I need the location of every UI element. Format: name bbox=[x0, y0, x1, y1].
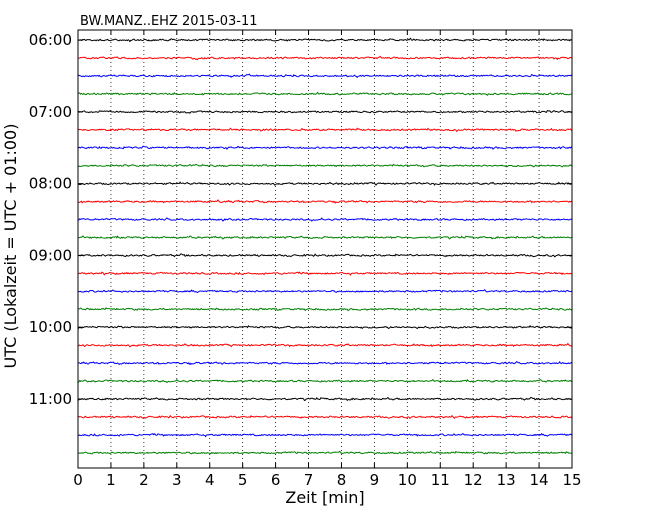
trace-0745 bbox=[77, 163, 573, 168]
trace-0615 bbox=[77, 55, 573, 61]
trace-0730 bbox=[77, 145, 573, 151]
trace-0945 bbox=[77, 307, 573, 312]
x-tick-label: 2 bbox=[139, 471, 149, 489]
trace-0900 bbox=[77, 253, 573, 258]
y-tick-label: 09:00 bbox=[29, 246, 72, 264]
x-tick-label: 4 bbox=[205, 471, 215, 489]
x-tick-label: 1 bbox=[106, 471, 116, 489]
x-tick-label: 9 bbox=[370, 471, 380, 489]
x-axis-label: Zeit [min] bbox=[285, 488, 364, 507]
trace-0715 bbox=[77, 127, 573, 133]
trace-0800 bbox=[77, 181, 573, 186]
trace-0930 bbox=[77, 289, 573, 294]
x-tick-label: 12 bbox=[464, 471, 483, 489]
trace-0915 bbox=[77, 271, 573, 276]
trace-1015 bbox=[77, 342, 573, 348]
y-tick-label: 08:00 bbox=[29, 175, 72, 193]
y-axis-label: UTC (Lokalzeit = UTC + 01:00) bbox=[1, 124, 20, 369]
trace-1115 bbox=[77, 414, 573, 420]
x-tick-label: 10 bbox=[398, 471, 417, 489]
y-tick-label: 06:00 bbox=[29, 31, 72, 49]
x-tick-label: 13 bbox=[497, 471, 516, 489]
trace-1100 bbox=[77, 396, 573, 402]
x-tick-label: 8 bbox=[337, 471, 347, 489]
trace-1130 bbox=[77, 432, 573, 438]
trace-1030 bbox=[77, 360, 573, 366]
y-tick-label: 11:00 bbox=[29, 390, 72, 408]
x-tick-label: 14 bbox=[530, 471, 549, 489]
x-tick-label: 3 bbox=[172, 471, 182, 489]
trace-1145 bbox=[77, 450, 573, 455]
y-tick-label: 07:00 bbox=[29, 103, 72, 121]
y-tick-label: 10:00 bbox=[29, 318, 72, 336]
x-tick-label: 6 bbox=[271, 471, 281, 489]
trace-0845 bbox=[77, 235, 573, 240]
chart-title: BW.MANZ..EHZ 2015-03-11 bbox=[80, 14, 258, 29]
x-tick-label: 5 bbox=[238, 471, 248, 489]
trace-1045 bbox=[77, 378, 573, 384]
x-tick-label: 11 bbox=[431, 471, 450, 489]
trace-0645 bbox=[77, 91, 573, 96]
trace-1000 bbox=[77, 324, 573, 330]
x-tick-label: 15 bbox=[562, 471, 581, 489]
x-tick-label: 7 bbox=[304, 471, 314, 489]
seismic-traces bbox=[77, 37, 573, 455]
x-tick-label: 0 bbox=[73, 471, 83, 489]
x-axis: 0 1 2 3 4 5 6 7 8 9 10 11 12 13 14 15 bbox=[73, 30, 582, 489]
trace-0700 bbox=[77, 109, 573, 114]
trace-0600 bbox=[77, 37, 573, 43]
plot-frame bbox=[77, 29, 573, 469]
trace-0815 bbox=[77, 199, 573, 204]
y-axis: 06:00 07:00 08:00 09:00 10:00 11:00 bbox=[29, 31, 572, 408]
grid-lines bbox=[110, 30, 540, 468]
trace-0830 bbox=[77, 217, 573, 222]
trace-0630 bbox=[77, 73, 573, 79]
